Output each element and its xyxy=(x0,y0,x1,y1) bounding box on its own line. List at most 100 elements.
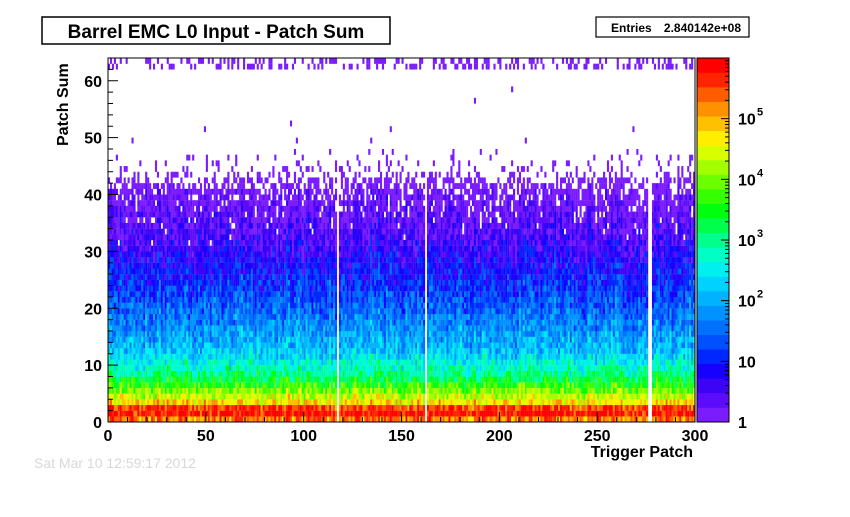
heatmap-cell xyxy=(164,279,167,286)
heatmap-cell xyxy=(115,257,118,263)
heatmap-cell xyxy=(258,205,261,212)
heatmap-cell xyxy=(291,313,295,320)
heatmap-cell xyxy=(131,240,134,246)
heatmap-cell xyxy=(334,262,338,269)
heatmap-cell xyxy=(323,251,326,258)
heatmap-cell xyxy=(262,291,265,298)
heatmap-cell xyxy=(299,188,302,195)
heatmap-cell xyxy=(131,291,134,298)
heatmap-cell xyxy=(338,410,341,417)
heatmap-cell xyxy=(145,183,148,189)
heatmap-cell xyxy=(115,205,118,212)
heatmap-cell xyxy=(194,183,197,189)
heatmap-cell xyxy=(260,285,263,292)
heatmap-cell xyxy=(194,410,197,417)
heatmap-cell xyxy=(260,342,263,349)
heatmap-cell xyxy=(291,376,295,383)
heatmap-cell xyxy=(201,331,205,337)
heatmap-cell xyxy=(180,393,183,400)
heatmap-cell xyxy=(174,359,177,366)
heatmap-cell xyxy=(327,313,330,320)
heatmap-cell xyxy=(178,245,181,252)
heatmap-cell xyxy=(319,410,322,417)
heatmap-cell xyxy=(329,234,332,241)
heatmap-cell xyxy=(241,302,244,309)
heatmap-cell xyxy=(129,251,132,258)
heatmap-cell xyxy=(117,365,120,371)
heatmap-cell xyxy=(237,331,240,337)
heatmap-cell xyxy=(133,211,136,218)
heatmap-cell xyxy=(145,365,148,371)
heatmap-cell xyxy=(295,336,298,343)
heatmap-cell xyxy=(178,234,181,241)
heatmap-cell xyxy=(282,359,285,366)
heatmap-cell xyxy=(235,302,238,309)
heatmap-cell xyxy=(217,296,220,303)
heatmap-cell xyxy=(225,302,228,309)
heatmap-cell xyxy=(246,348,250,354)
heatmap-cell xyxy=(182,245,185,252)
heatmap-cell xyxy=(246,393,250,400)
heatmap-cell xyxy=(299,336,302,343)
heatmap-cell xyxy=(229,200,232,207)
heatmap-cell xyxy=(309,274,312,280)
heatmap-cell xyxy=(143,319,146,326)
heatmap-cell xyxy=(143,404,146,411)
heatmap-cell xyxy=(239,410,242,417)
heatmap-cell xyxy=(111,308,115,315)
heatmap-cell xyxy=(286,205,289,212)
heatmap-cell xyxy=(143,325,146,332)
heatmap-cell xyxy=(174,308,177,315)
heatmap-cell xyxy=(266,205,269,212)
heatmap-cell xyxy=(333,325,336,332)
heatmap-cell xyxy=(188,325,191,332)
heatmap-cell xyxy=(194,262,197,269)
heatmap-cell xyxy=(325,296,328,303)
heatmap-cell xyxy=(160,200,163,207)
heatmap-cell xyxy=(231,331,234,337)
heatmap-cell xyxy=(276,353,279,360)
heatmap-cell xyxy=(115,245,118,252)
heatmap-cell xyxy=(258,228,261,235)
heatmap-cell xyxy=(113,365,116,371)
heatmap-cell xyxy=(196,274,199,280)
heatmap-cell xyxy=(203,365,206,371)
heatmap-cell xyxy=(127,217,130,224)
heatmap-cell xyxy=(211,410,214,417)
heatmap-cell xyxy=(184,257,187,263)
heatmap-cell xyxy=(252,410,255,417)
heatmap-cell xyxy=(166,58,169,64)
heatmap-cell xyxy=(207,268,210,275)
heatmap-cell xyxy=(252,365,255,371)
heatmap-cell xyxy=(244,188,248,195)
heatmap-cell xyxy=(209,342,212,349)
heatmap-cell xyxy=(172,336,175,343)
heatmap-cell xyxy=(272,399,275,406)
heatmap-cell xyxy=(241,365,244,371)
heatmap-cell xyxy=(176,217,179,224)
heatmap-cell xyxy=(258,382,261,389)
heatmap-cell xyxy=(217,228,220,235)
heatmap-cell xyxy=(266,416,269,423)
heatmap-cell xyxy=(295,183,298,189)
heatmap-cell xyxy=(147,404,150,411)
heatmap-cell xyxy=(178,359,181,366)
heatmap-cell xyxy=(115,279,118,286)
heatmap-cell xyxy=(168,234,171,241)
heatmap-cell xyxy=(315,268,318,275)
heatmap-cell xyxy=(327,257,330,263)
heatmap-cell xyxy=(288,240,291,246)
heatmap-cell xyxy=(131,353,134,360)
heatmap-cell xyxy=(153,342,156,349)
heatmap-cell xyxy=(278,319,281,326)
heatmap-cell xyxy=(278,63,281,70)
heatmap-cell xyxy=(233,416,236,423)
heatmap-cell xyxy=(186,245,189,252)
heatmap-cell xyxy=(174,291,177,298)
heatmap-cell xyxy=(139,399,142,406)
heatmap-cell xyxy=(154,285,158,292)
heatmap-cell xyxy=(278,217,281,224)
heatmap-cell xyxy=(190,234,193,241)
heatmap-cell xyxy=(331,342,334,349)
heatmap-cell xyxy=(334,291,338,298)
